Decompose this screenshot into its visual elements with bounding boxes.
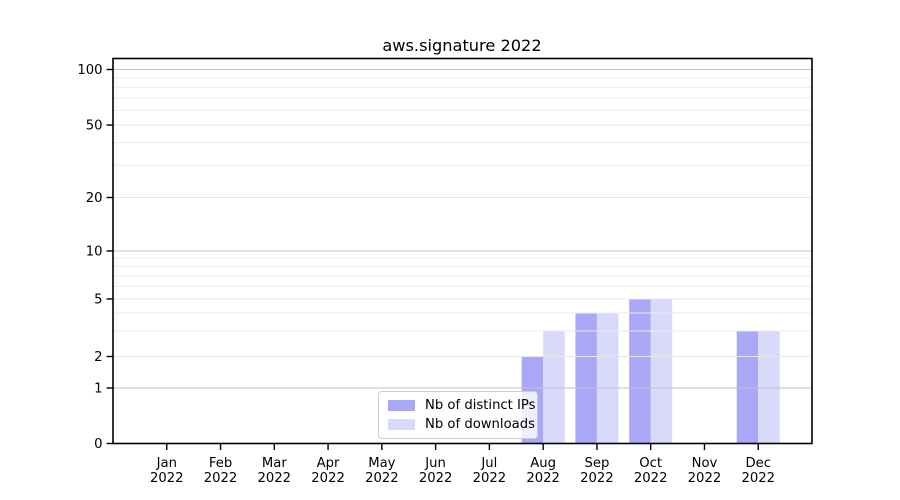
bar-distinct-ips [629, 299, 651, 444]
x-tick-label-month: Jan [156, 456, 177, 471]
legend: Nb of distinct IPs Nb of downloads [378, 391, 538, 439]
x-tick-label-year: 2022 [634, 471, 668, 486]
legend-item-downloads: Nb of downloads [388, 416, 535, 432]
x-tick-label-year: 2022 [473, 471, 507, 486]
tick-labels-layer: 0125102050100Jan2022Feb2022Mar2022Apr202… [77, 63, 775, 486]
y-tick-label: 10 [86, 245, 103, 260]
bar-distinct-ips [575, 313, 597, 444]
y-tick-label: 100 [77, 63, 102, 78]
x-tick-label-month: Jul [480, 456, 497, 471]
x-tick-label-year: 2022 [311, 471, 345, 486]
x-tick-label-year: 2022 [204, 471, 238, 486]
bar-downloads [650, 299, 673, 444]
x-tick-label-year: 2022 [580, 471, 614, 486]
x-tick-label-year: 2022 [741, 471, 775, 486]
x-tick-label-month: Apr [317, 456, 340, 471]
y-tick-label: 20 [86, 191, 103, 206]
x-tick-label-month: Feb [209, 456, 232, 471]
x-tick-label-month: Jun [424, 456, 446, 471]
legend-swatch-downloads [388, 418, 415, 430]
legend-label-distinct-ips: Nb of distinct IPs [425, 397, 536, 413]
legend-label-downloads: Nb of downloads [425, 416, 535, 432]
bar-downloads [543, 331, 565, 444]
bars-layer [521, 299, 780, 444]
y-tick-label: 0 [94, 437, 102, 452]
x-tick-label-month: Oct [639, 456, 662, 471]
x-tick-label-year: 2022 [365, 471, 399, 486]
x-tick-label-month: May [368, 456, 395, 471]
chart-title: aws.signature 2022 [382, 36, 541, 55]
legend-swatch-distinct-ips [388, 399, 415, 411]
legend-item-distinct-ips: Nb of distinct IPs [388, 397, 536, 413]
x-tick-label-month: Sep [584, 456, 609, 471]
x-tick-label-year: 2022 [419, 471, 453, 486]
bar-downloads [596, 313, 619, 444]
bar-distinct-ips [736, 331, 759, 444]
x-tick-label-month: Dec [745, 456, 771, 471]
x-tick-label-month: Nov [692, 456, 718, 471]
x-tick-label-year: 2022 [688, 471, 722, 486]
x-tick-label-year: 2022 [258, 471, 292, 486]
y-tick-label: 50 [86, 119, 103, 134]
bar-downloads [758, 331, 780, 444]
gridlines-layer [113, 69, 812, 389]
x-tick-label-month: Aug [530, 456, 556, 471]
x-tick-label-year: 2022 [150, 471, 184, 486]
y-tick-label: 1 [94, 382, 102, 397]
y-tick-label: 2 [94, 350, 102, 365]
axes-layer [106, 57, 813, 450]
y-tick-label: 5 [94, 293, 102, 308]
x-tick-label-month: Mar [262, 456, 287, 471]
x-tick-label-year: 2022 [526, 471, 560, 486]
